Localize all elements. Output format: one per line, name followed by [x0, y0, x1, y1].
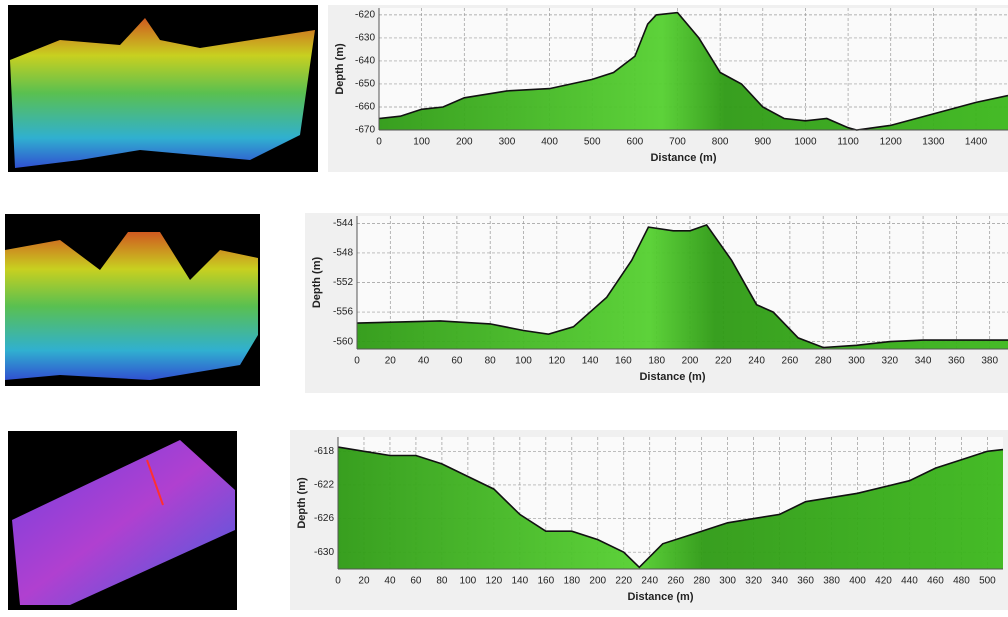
x-tick-label: 60 [410, 576, 422, 587]
x-tick-label: 1000 [794, 137, 817, 148]
x-tick-label: 120 [548, 356, 565, 367]
x-tick-label: 900 [754, 137, 771, 148]
x-tick-label: 200 [589, 576, 606, 587]
x-tick-label: 140 [511, 576, 528, 587]
x-tick-label: 200 [456, 137, 473, 148]
chart-panel: -618 -622 -626 -630 0 20 40 60 80 100 120 140 160 180… [290, 430, 1008, 610]
x-axis-title: Distance (m) [627, 591, 693, 603]
y-tick-label: -650 [355, 79, 375, 90]
x-tick-label: 40 [418, 356, 430, 367]
x-tick-label: 1200 [880, 137, 903, 148]
y-tick-label: -548 [333, 248, 353, 259]
y-tick-label: -626 [314, 513, 334, 524]
x-tick-label: 300 [499, 137, 516, 148]
x-tick-label: 80 [436, 576, 448, 587]
x-tick-label: 160 [537, 576, 554, 587]
x-tick-label: 380 [981, 356, 998, 367]
x-tick-label: 20 [358, 576, 370, 587]
x-tick-label: 460 [927, 576, 944, 587]
y-tick-label: -618 [314, 446, 334, 457]
x-tick-label: 100 [515, 356, 532, 367]
x-tick-label: 300 [848, 356, 865, 367]
x-axis-title: Distance (m) [650, 152, 716, 164]
y-tick-label: -622 [314, 480, 334, 491]
y-tick-label: -640 [355, 56, 375, 67]
y-tick-label: -630 [314, 547, 334, 558]
x-tick-label: 0 [335, 576, 341, 587]
x-tick-label: 100 [460, 576, 477, 587]
x-tick-label: 240 [641, 576, 658, 587]
x-tick-label: 300 [719, 576, 736, 587]
x-tick-label: 380 [823, 576, 840, 587]
x-tick-label: 40 [384, 576, 396, 587]
x-tick-label: 1400 [965, 137, 988, 148]
y-axis-title: Depth (m) [311, 257, 323, 309]
y-axis-title: Depth (m) [296, 477, 308, 529]
x-tick-label: 140 [582, 356, 599, 367]
x-tick-label: 100 [413, 137, 430, 148]
x-tick-label: 360 [948, 356, 965, 367]
x-tick-label: 160 [615, 356, 632, 367]
terrain-image-3 [8, 431, 237, 610]
x-tick-label: 280 [693, 576, 710, 587]
x-tick-label: 340 [915, 356, 932, 367]
x-tick-label: 340 [771, 576, 788, 587]
x-tick-label: 360 [797, 576, 814, 587]
x-axis-title: Distance (m) [639, 371, 705, 383]
profile-line [356, 223, 1008, 349]
area-fill [338, 447, 1003, 569]
x-tick-label: 60 [451, 356, 463, 367]
terrain-image-1 [8, 5, 318, 172]
x-tick-label: 440 [901, 576, 918, 587]
x-tick-label: 0 [354, 356, 360, 367]
y-tick-label: -620 [355, 10, 375, 21]
x-tick-label: 260 [667, 576, 684, 587]
x-tick-label: 320 [881, 356, 898, 367]
y-tick-label: -630 [355, 33, 375, 44]
y-tick-label: -544 [333, 218, 353, 229]
x-tick-label: 800 [712, 137, 729, 148]
y-tick-label: -660 [355, 102, 375, 113]
y-tick-label: -670 [355, 125, 375, 136]
x-tick-label: 320 [745, 576, 762, 587]
x-tick-label: 600 [627, 137, 644, 148]
area-fill [357, 224, 1008, 349]
x-tick-label: 220 [615, 576, 632, 587]
y-tick-label: -556 [333, 307, 353, 318]
x-tick-label: 420 [875, 576, 892, 587]
x-tick-label: 500 [584, 137, 601, 148]
x-tick-label: 500 [979, 576, 996, 587]
x-tick-label: 400 [849, 576, 866, 587]
x-tick-label: 1100 [837, 137, 859, 148]
x-tick-label: 120 [486, 576, 503, 587]
x-tick-label: 80 [485, 356, 497, 367]
x-tick-label: 260 [782, 356, 799, 367]
terrain-image-2 [5, 214, 260, 386]
x-tick-label: 0 [376, 137, 382, 148]
x-tick-label: 180 [563, 576, 580, 587]
y-tick-label: -560 [333, 336, 353, 347]
y-axis-title: Depth (m) [334, 43, 346, 95]
y-tick-label: -552 [333, 277, 353, 288]
profile-line [337, 446, 1004, 569]
area-fill [379, 12, 1008, 131]
x-tick-label: 400 [541, 137, 558, 148]
x-tick-label: 20 [385, 356, 397, 367]
x-tick-label: 480 [953, 576, 970, 587]
x-tick-label: 240 [748, 356, 765, 367]
x-tick-label: 1300 [922, 137, 945, 148]
x-tick-label: 220 [715, 356, 732, 367]
x-tick-label: 200 [682, 356, 699, 367]
x-tick-label: 180 [648, 356, 665, 367]
x-tick-label: 280 [815, 356, 832, 367]
x-tick-label: 700 [669, 137, 686, 148]
